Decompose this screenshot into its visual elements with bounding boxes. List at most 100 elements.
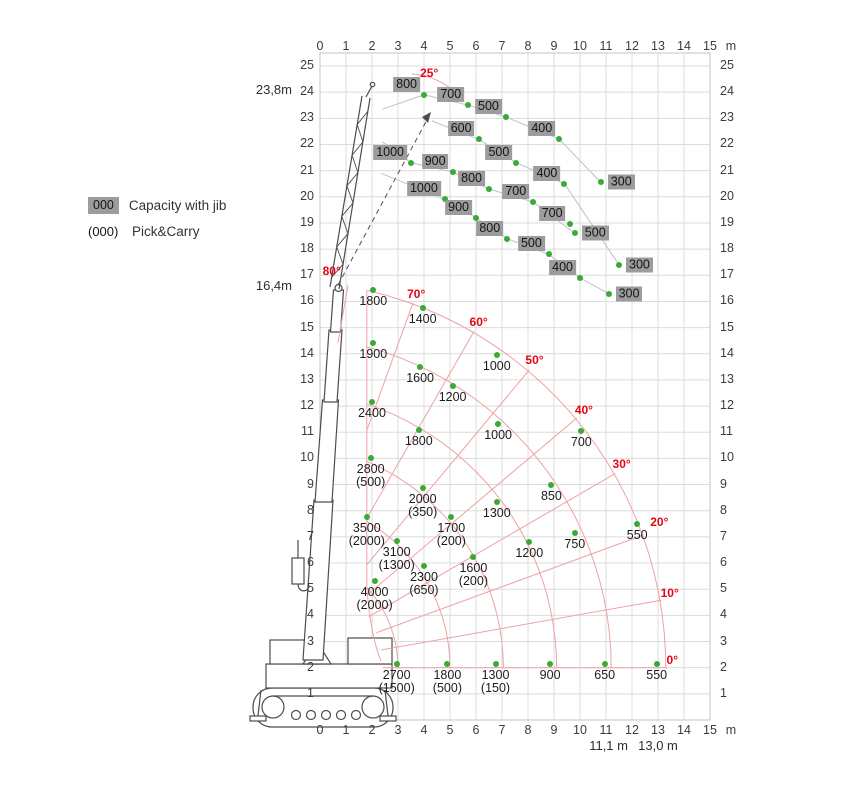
axis-tick-right: 14 <box>720 345 734 360</box>
boom-angle-label: 80° <box>322 264 341 279</box>
jib-capacity-label: 700 <box>437 87 465 103</box>
axis-tick-left: 23 <box>300 110 314 125</box>
jib-capacity-label: 600 <box>447 121 475 137</box>
axis-tick-top: 7 <box>498 39 506 53</box>
capacity-point <box>473 214 479 221</box>
capacity-point <box>492 660 499 667</box>
legend-jib-text: Capacity with jib <box>128 197 227 213</box>
axis-tick-top: 8 <box>524 39 532 53</box>
axis-tick-bottom: 5 <box>446 723 454 737</box>
axis-tick-left: 22 <box>300 136 314 151</box>
capacity-point <box>417 363 424 370</box>
legend-pick-swatch: (000) <box>88 223 119 239</box>
grid <box>319 52 711 721</box>
axis-tick-right: 22 <box>720 136 734 151</box>
track-roller <box>335 709 347 721</box>
capacity-point <box>493 352 500 359</box>
capacity-point <box>566 221 573 228</box>
boom-angle-label: 70° <box>407 286 426 301</box>
capacity-point <box>393 537 400 544</box>
track-roller <box>290 709 302 721</box>
jib-capacity-label: 700 <box>538 206 566 222</box>
axis-tick-right: 15 <box>720 319 734 334</box>
jib-capacity-label: 900 <box>421 153 449 169</box>
capacity-label: 650 <box>594 667 616 682</box>
capacity-point <box>561 180 568 187</box>
jib-capacity-label: 300 <box>615 286 643 302</box>
axis-tick-right: 5 <box>720 581 727 596</box>
axis-tick-right: 10 <box>720 450 734 465</box>
capacity-point <box>597 179 604 186</box>
axis-tick-left: 24 <box>300 84 314 99</box>
axis-tick-right: 23 <box>720 110 734 125</box>
capacity-label: 2300 (650) <box>409 569 439 597</box>
capacity-label: 750 <box>564 536 586 551</box>
axis-tick-bottom: 1 <box>342 723 350 737</box>
hook-block <box>291 540 310 592</box>
capacity-point <box>526 539 533 546</box>
counterweight <box>347 637 393 665</box>
boom-angle-label: 60° <box>469 315 488 330</box>
capacity-point <box>578 427 585 434</box>
legend-jib-swatch: 000 <box>88 196 119 214</box>
jib-capacity-label: 500 <box>517 236 545 252</box>
capacity-point <box>530 199 537 206</box>
radius-label: 13,0 m <box>638 738 678 753</box>
axis-tick-left: 6 <box>307 555 314 570</box>
capacity-label: 1000 <box>482 359 511 374</box>
jib-capacity-label: 400 <box>549 259 576 275</box>
capacity-point <box>577 274 583 281</box>
capacity-point <box>634 520 641 527</box>
axis-tick-left: 18 <box>300 241 314 256</box>
boom-angle-label: 25° <box>420 65 439 80</box>
axis-tick-bottom: 13 <box>651 723 665 737</box>
axis-tick-left: 4 <box>307 607 314 622</box>
axis-tick-right: 7 <box>720 528 727 543</box>
axis-tick-bottom: 3 <box>394 723 402 737</box>
capacity-point <box>548 481 555 488</box>
radius-label: 11,1 m <box>589 738 628 753</box>
axis-tick-right: 11 <box>720 424 733 439</box>
capacity-point <box>571 529 578 536</box>
capacity-point <box>504 235 511 242</box>
axis-tick-top: 11 <box>599 39 613 53</box>
carbody <box>265 663 393 689</box>
axis-tick-left: 19 <box>300 214 314 229</box>
jib-luffed-position <box>337 112 431 286</box>
boom-angle-label: 50° <box>525 353 544 368</box>
axis-tick-right: 1 <box>720 685 727 700</box>
axis-tick-left: 5 <box>307 581 314 596</box>
axis-tick-top: 14 <box>677 39 691 53</box>
axis-tick-left: 7 <box>307 528 314 543</box>
axis-tick-bottom: 2 <box>368 723 376 737</box>
axis-tick-right: 4 <box>720 607 727 622</box>
axis-tick-right: 2 <box>720 659 727 674</box>
max-jib-height-label: 23,8m <box>255 82 292 97</box>
axis-tick-right: 21 <box>720 162 734 177</box>
axis-tick-top: 15 <box>703 39 717 53</box>
capacity-label: 1700 (200) <box>436 521 466 549</box>
capacity-label: 1300 (150) <box>480 667 511 695</box>
capacity-point <box>465 102 472 109</box>
capacity-label: 2700 (1500) <box>378 667 415 695</box>
boom-angle-label: 10° <box>660 586 679 601</box>
axis-tick-left: 12 <box>300 398 314 413</box>
legend-row-pick: (000) Pick&Carry <box>88 222 226 240</box>
axis-tick-left: 3 <box>307 633 314 648</box>
telescopic-boom <box>302 289 345 661</box>
legend: 000 Capacity with jib (000) Pick&Carry <box>88 196 226 248</box>
axis-tick-top: 1 <box>342 39 350 53</box>
axis-tick-right: 25 <box>720 58 734 72</box>
capacity-point <box>415 426 422 433</box>
lattice-jib <box>329 81 376 290</box>
jib-capacity-label: 1000 <box>373 144 407 160</box>
axis-tick-bottom: 15 <box>703 723 717 737</box>
track-roller <box>305 709 317 721</box>
capacity-point <box>449 383 456 390</box>
capacity-label: 550 <box>646 667 668 682</box>
boom-angle-label: 20° <box>650 515 669 530</box>
capacity-label: 2800 (500) <box>356 462 386 490</box>
